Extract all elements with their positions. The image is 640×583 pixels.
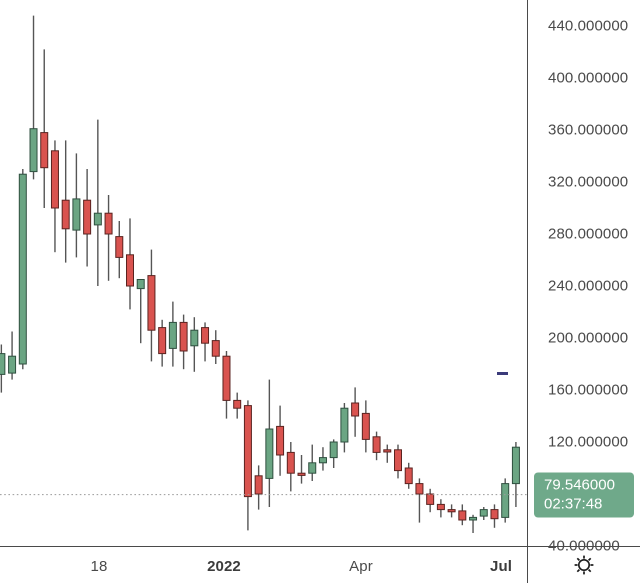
- candlestick: [490, 504, 499, 528]
- candlestick: [447, 504, 456, 518]
- last-price-badge[interactable]: 79.546000 02:37:48: [534, 472, 634, 518]
- candlestick: [308, 444, 317, 481]
- candlestick: [394, 444, 402, 479]
- candlestick: [50, 140, 59, 253]
- candlestick: [329, 439, 338, 468]
- candlestick: [511, 442, 520, 507]
- candlestick: [361, 400, 370, 453]
- candlestick: [126, 218, 134, 310]
- candlestick: [61, 140, 70, 263]
- candlestick: [0, 344, 6, 393]
- candlestick: [222, 351, 231, 419]
- candlestick: [168, 301, 177, 367]
- time-tick-label: Apr: [349, 558, 373, 575]
- price-tick-label: 160.000000: [548, 381, 629, 399]
- candlestick: [233, 392, 242, 419]
- time-tick-label: 2022: [207, 558, 241, 575]
- price-axis[interactable]: 440.000000 400.000000 360.000000 320.000000…: [527, 0, 640, 555]
- candlestick: [340, 403, 349, 453]
- candlestick: [40, 49, 49, 208]
- candlestick: [29, 15, 38, 180]
- candlestick: [501, 478, 510, 523]
- price-tick-label: 200.000000: [548, 329, 629, 347]
- candlestick: [211, 330, 220, 364]
- candlestick: [426, 488, 435, 513]
- price-tick-label: 360.000000: [548, 121, 629, 139]
- candlestick: [286, 442, 295, 492]
- blue-marker-icon: [497, 372, 508, 375]
- price-tick-label: 400.000000: [548, 69, 629, 87]
- price-tick-label: 240.000000: [548, 277, 629, 295]
- candlestick: [469, 514, 478, 533]
- candlestick: [179, 314, 188, 370]
- price-tick-label: 320.000000: [548, 173, 629, 191]
- candlestick: [147, 249, 156, 362]
- candlestick: [404, 462, 413, 489]
- candlestick: [254, 465, 263, 510]
- chart-settings-button[interactable]: [527, 546, 640, 583]
- candlestick-plot-area[interactable]: [0, 0, 527, 546]
- last-price-countdown: 02:37:48: [544, 495, 603, 513]
- candlestick: [383, 444, 392, 463]
- candlestick: [276, 405, 285, 476]
- price-tick-label: 120.000000: [548, 433, 629, 451]
- price-tick-label: 440.000000: [548, 17, 629, 35]
- last-price-value: 79.546000: [544, 476, 615, 494]
- candlestick: [458, 504, 467, 526]
- candlestick: [8, 331, 17, 380]
- candlestick: [83, 169, 92, 267]
- candlestick: [104, 195, 113, 281]
- time-axis[interactable]: 18 2022 Apr Jul: [0, 546, 527, 583]
- candlestick: [479, 507, 488, 520]
- candlestick: [372, 431, 381, 461]
- candlestick: [158, 319, 167, 367]
- candlestick: [201, 322, 210, 362]
- candlestick: [351, 387, 360, 437]
- candlestick-series: [0, 15, 527, 533]
- time-tick-label: Jul: [490, 558, 512, 575]
- candlestick: [318, 447, 327, 471]
- time-tick-label: 18: [90, 558, 108, 575]
- candlestick: [243, 400, 252, 531]
- candlestick: [136, 279, 145, 344]
- candlestick: [93, 119, 102, 286]
- candlestick: [415, 478, 424, 523]
- candlestick: [265, 379, 274, 507]
- candlestick: [297, 455, 306, 484]
- candlestick: [115, 221, 124, 279]
- candlestick: [436, 499, 445, 518]
- candlestick: [72, 153, 81, 258]
- gear-icon[interactable]: [573, 554, 595, 576]
- price-tick-label: 280.000000: [548, 225, 629, 243]
- candlestick: [18, 169, 27, 370]
- candlestick: [190, 317, 199, 372]
